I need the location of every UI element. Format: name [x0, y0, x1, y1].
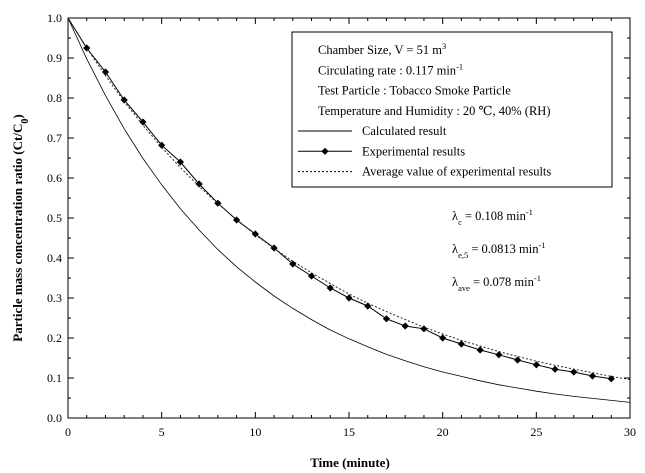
lambda-sub: ave — [458, 283, 470, 293]
x-tick-label: 30 — [624, 425, 636, 439]
legend-header-sup: 3 — [442, 41, 446, 51]
y-title-sub: 0 — [20, 119, 31, 124]
experimental-point — [101, 68, 110, 76]
legend-header-line: Circulating rate : 0.117 min-1 — [318, 61, 463, 77]
x-tick-label: 20 — [437, 425, 449, 439]
experimental-point — [457, 340, 465, 348]
legend: Chamber Size, V = 51 m3 Circulating rate … — [291, 31, 613, 188]
experimental-point — [570, 368, 578, 376]
y-tick-label: 0.7 — [47, 131, 62, 145]
legend-header-text: Test Particle : Tobacco Smoke Particle — [318, 84, 511, 98]
lambda-unit-sup: -1 — [534, 273, 541, 283]
experimental-point — [83, 44, 91, 52]
lambda-annotation: λc = 0.108 min-1 — [452, 207, 533, 227]
legend-header-text: Circulating rate : 0.117 min — [318, 63, 457, 77]
lambda-value: = 0.0813 min — [468, 242, 539, 256]
experimental-point — [382, 315, 391, 323]
legend-header-text: Temperature and Humidity : 20 ℃, 40% (RH… — [318, 104, 551, 118]
lambda-sub: c — [458, 217, 462, 227]
y-tick-label: 0.6 — [47, 171, 62, 185]
lambda-symbol: λ — [452, 242, 458, 256]
y-tick-label: 0.2 — [47, 331, 62, 345]
x-tick-label: 5 — [159, 425, 165, 439]
series-line-0 — [67, 17, 631, 403]
legend-header-line: Test Particle : Tobacco Smoke Particle — [318, 84, 511, 98]
lambda-symbol: λ — [452, 275, 458, 289]
ticks: 0 5 10 15 20 25 30 0.0 0.1 0.2 0.3 0.4 0.5 0.6 0.7 0.8 0… — [47, 11, 636, 439]
x-tick-label: 15 — [343, 425, 355, 439]
experimental-point — [514, 356, 522, 364]
experimental-point — [251, 230, 259, 238]
y-tick-label: 1.0 — [47, 11, 62, 25]
legend-label: Average value of experimental results — [362, 165, 551, 179]
x-tick-label: 25 — [530, 425, 542, 439]
experimental-point — [588, 372, 597, 380]
y-tick-label: 0.9 — [47, 51, 62, 65]
experimental-point — [307, 272, 316, 280]
legend-label: Experimental results — [362, 144, 465, 158]
experimental-point — [195, 180, 203, 188]
legend-header-line: Chamber Size, V = 51 m3 — [318, 41, 446, 57]
lambda-unit-sup: -1 — [538, 240, 545, 250]
experimental-point — [158, 141, 166, 149]
experimental-point — [345, 294, 353, 302]
y-tick-label: 0.0 — [47, 411, 62, 425]
y-tick-label: 0.4 — [47, 251, 62, 265]
experimental-point — [401, 322, 409, 330]
y-tick-label: 0.5 — [47, 211, 62, 225]
legend-header-sup: -1 — [456, 61, 463, 71]
experimental-point — [420, 325, 428, 333]
x-axis-title: Time (minute) — [310, 455, 390, 470]
lambda-sub: e,5 — [458, 250, 468, 260]
legend-header-line: Temperature and Humidity : 20 ℃, 40% (RH… — [318, 104, 551, 118]
lambda-value: = 0.078 min — [470, 275, 535, 289]
experimental-point — [532, 361, 540, 369]
y-tick-label: 0.8 — [47, 91, 62, 105]
series-layer — [67, 17, 631, 403]
y-tick-label: 0.3 — [47, 291, 62, 305]
experimental-point — [176, 158, 184, 166]
experimental-point — [364, 302, 372, 310]
legend-swatch-marker — [321, 147, 329, 155]
x-tick-label: 0 — [65, 425, 71, 439]
y-title-end: ) — [10, 114, 25, 118]
experimental-point — [326, 284, 334, 292]
annotations: λc = 0.108 min-1λe,5 = 0.0813 min-1λave … — [452, 207, 546, 293]
lambda-unit-sup: -1 — [526, 207, 533, 217]
lambda-value: = 0.108 min — [462, 209, 527, 223]
experimental-point — [439, 334, 447, 342]
y-title-main: Particle mass concentration ratio (Ct/C — [10, 124, 25, 342]
legend-header-text: Chamber Size, V = 51 m — [318, 43, 442, 57]
lambda-symbol: λ — [452, 209, 458, 223]
series-line-1 — [67, 17, 612, 380]
experimental-point — [551, 365, 559, 373]
experimental-point — [495, 351, 503, 359]
lambda-annotation: λave = 0.078 min-1 — [452, 273, 541, 293]
x-tick-label: 10 — [249, 425, 261, 439]
legend-label: Calculated result — [362, 124, 447, 138]
experimental-point — [476, 346, 484, 354]
y-tick-label: 0.1 — [47, 371, 62, 385]
legend-box — [291, 31, 613, 188]
experimental-point — [139, 118, 147, 126]
experimental-point — [120, 96, 128, 104]
y-axis-title: Particle mass concentration ratio (Ct/C0… — [10, 114, 31, 341]
lambda-annotation: λe,5 = 0.0813 min-1 — [452, 240, 546, 260]
